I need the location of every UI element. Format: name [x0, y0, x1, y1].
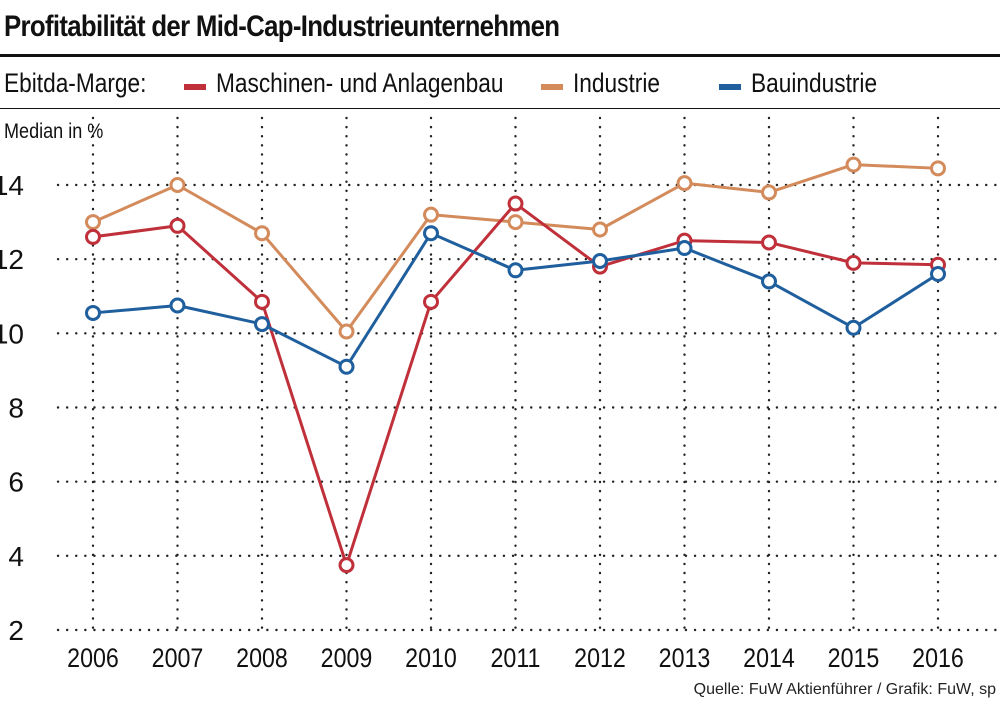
- y-axis-label: Median in %: [4, 120, 103, 144]
- x-tick-label-2013: 2013: [659, 643, 711, 673]
- title-rule: [0, 54, 1000, 57]
- point-maschinen-2011: [507, 195, 524, 212]
- point-bau-2011: [507, 262, 524, 279]
- point-maschinen-2008: [254, 293, 270, 310]
- point-bau-2016: [930, 266, 946, 282]
- point-industrie-2007: [169, 177, 186, 193]
- point-industrie-2012: [592, 221, 608, 238]
- legend-swatch-maschinen: [184, 84, 206, 90]
- x-tick-label-2014: 2014: [743, 643, 795, 673]
- point-bau-2010: [423, 225, 439, 242]
- point-maschinen-2015: [845, 254, 862, 271]
- point-bau-2013: [676, 240, 693, 257]
- point-maschinen-2010: [423, 293, 439, 310]
- point-industrie-2016: [930, 160, 946, 177]
- legend-rule: [0, 108, 1000, 109]
- point-industrie-2015: [845, 156, 862, 173]
- point-maschinen-2006: [85, 228, 101, 245]
- x-tick-label-2015: 2015: [828, 643, 880, 673]
- point-industrie-2014: [761, 184, 777, 201]
- source-note: Quelle: FuW Aktienführer / Grafik: FuW, …: [693, 681, 996, 698]
- y-tick-label-10: 10: [0, 318, 24, 349]
- y-tick-label-12: 12: [0, 244, 24, 275]
- x-tick-label-2008: 2008: [236, 643, 288, 673]
- series-layer: [85, 156, 946, 574]
- point-maschinen-2007: [169, 217, 186, 234]
- legend-prefix: Ebitda-Marge:: [4, 68, 147, 98]
- point-bau-2006: [85, 304, 101, 321]
- y-tick-label-6: 6: [8, 467, 24, 498]
- point-industrie-2008: [254, 225, 270, 242]
- y-tick-label-2: 2: [8, 615, 24, 646]
- x-tick-label-2009: 2009: [321, 643, 373, 673]
- x-tick-label-2006: 2006: [67, 643, 119, 673]
- point-bau-2012: [592, 253, 608, 270]
- point-industrie-2009: [338, 323, 355, 340]
- y-tick-label-14: 14: [0, 170, 24, 201]
- x-tick-label-2011: 2011: [491, 643, 541, 673]
- series-line-maschinen: [92, 202, 939, 567]
- axis-layer: Median in % 2 4 6 8 10 12 14 2006 2007 2008 2009 201…: [0, 120, 964, 674]
- point-maschinen-2014: [761, 234, 777, 251]
- point-industrie-2010: [423, 206, 439, 223]
- point-industrie-2006: [85, 214, 101, 231]
- y-tick-label-8: 8: [8, 393, 24, 424]
- x-tick-label-2007: 2007: [152, 643, 204, 673]
- point-bau-2014: [761, 273, 777, 290]
- point-maschinen-2009: [338, 557, 355, 574]
- legend: Ebitda-Marge: Maschinen- und Anlagenbau …: [0, 60, 1000, 108]
- grid-layer: [56, 116, 1000, 632]
- chart-title: Profitabilität der Mid-Cap-Industrieunte…: [4, 10, 560, 43]
- x-tick-label-2012: 2012: [574, 643, 626, 673]
- legend-swatch-industrie: [541, 84, 563, 90]
- x-tick-label-2010: 2010: [405, 643, 457, 673]
- point-bau-2008: [254, 316, 270, 333]
- point-bau-2009: [338, 358, 355, 375]
- point-bau-2015: [845, 319, 862, 336]
- point-industrie-2013: [676, 175, 693, 192]
- legend-swatch-bau: [719, 84, 741, 90]
- x-tick-label-2016: 2016: [912, 643, 964, 673]
- legend-label-bau: Bauindustrie: [751, 68, 878, 98]
- legend-label-industrie: Industrie: [573, 68, 660, 98]
- legend-label-maschinen: Maschinen- und Anlagenbau: [216, 68, 504, 98]
- point-industrie-2011: [507, 214, 524, 231]
- point-bau-2007: [169, 297, 186, 314]
- y-tick-label-4: 4: [8, 541, 24, 572]
